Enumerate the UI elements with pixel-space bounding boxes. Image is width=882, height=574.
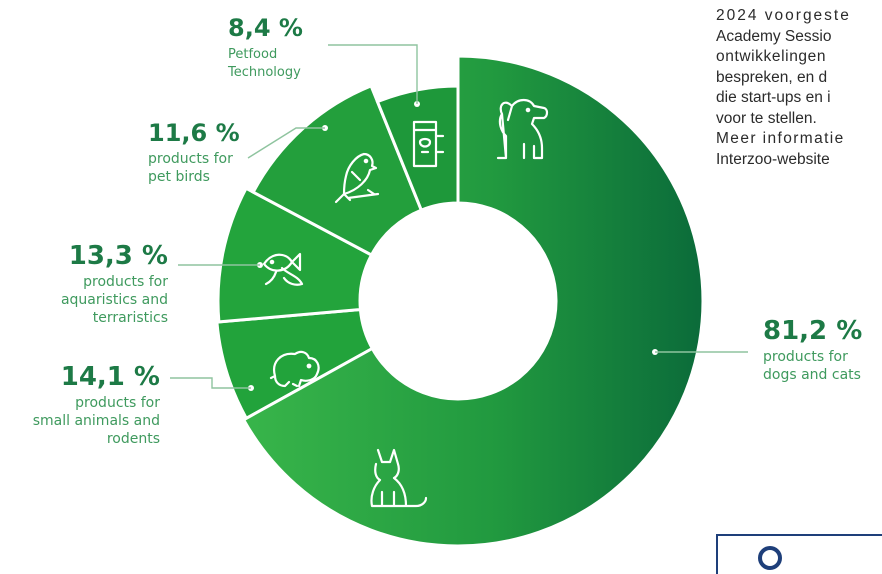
slice-label-line: rodents	[107, 431, 160, 447]
donut-hole	[361, 204, 555, 398]
slice-label-line: Technology	[227, 65, 301, 80]
article-line: voor te stellen.	[716, 109, 817, 127]
article-line: bespreken, en d	[716, 68, 828, 86]
slice-label-line: products for	[148, 151, 233, 167]
slice-label-line: products for	[763, 349, 848, 365]
bird-icon	[334, 152, 380, 204]
slice-percentage: 13,3 %	[69, 241, 168, 271]
slice-percentage: 81,2 %	[763, 316, 862, 346]
slice-label-line: aquaristics and	[61, 292, 168, 308]
article-line: ontwikkelingen	[716, 48, 827, 65]
article-line: Meer informatie	[716, 130, 845, 147]
donut-slice	[216, 186, 374, 324]
hamster-icon	[269, 350, 320, 388]
chart-icons	[262, 98, 549, 508]
slice-label-line: Petfood	[228, 47, 277, 62]
slice-label-line: dogs and cats	[763, 367, 861, 383]
article-line: die start-ups en i	[716, 89, 831, 106]
leader-lines	[170, 44, 748, 391]
donut-slice	[215, 307, 375, 421]
petfood-bag-icon	[412, 120, 445, 168]
slice-percentage: 11,6 %	[148, 119, 240, 147]
fish-icon	[262, 252, 304, 286]
donut-slice	[251, 83, 424, 258]
article-line: Academy Sessio	[716, 27, 832, 45]
slice-label-line: pet birds	[148, 169, 210, 185]
slice-label-line: small animals and	[33, 413, 160, 429]
article-line: Interzoo-website	[716, 150, 830, 168]
leader-line	[170, 377, 251, 389]
donut-slice	[241, 54, 705, 548]
slice-percentage: 8,4 %	[228, 14, 303, 42]
leader-line	[328, 44, 418, 104]
slice-label-line: terraristics	[93, 310, 168, 326]
article-text-fragment: 2024 voorgeste Academy Sessio ontwikkeli…	[716, 6, 882, 170]
slice-label-line: products for	[75, 395, 160, 411]
slice-percentage: 14,1 %	[61, 362, 160, 392]
leader-line	[247, 127, 325, 159]
article-line: 2024 voorgeste	[716, 7, 851, 24]
box-glyph-icon	[758, 546, 782, 570]
slice-label-line: products for	[83, 274, 168, 290]
box-fragment	[716, 534, 882, 574]
dog-icon	[496, 98, 549, 160]
chart-slices	[215, 54, 705, 548]
chart-labels: 81,2 % products for dogs and cats 14,1 % pro…	[33, 14, 863, 447]
cat-icon	[370, 448, 428, 508]
